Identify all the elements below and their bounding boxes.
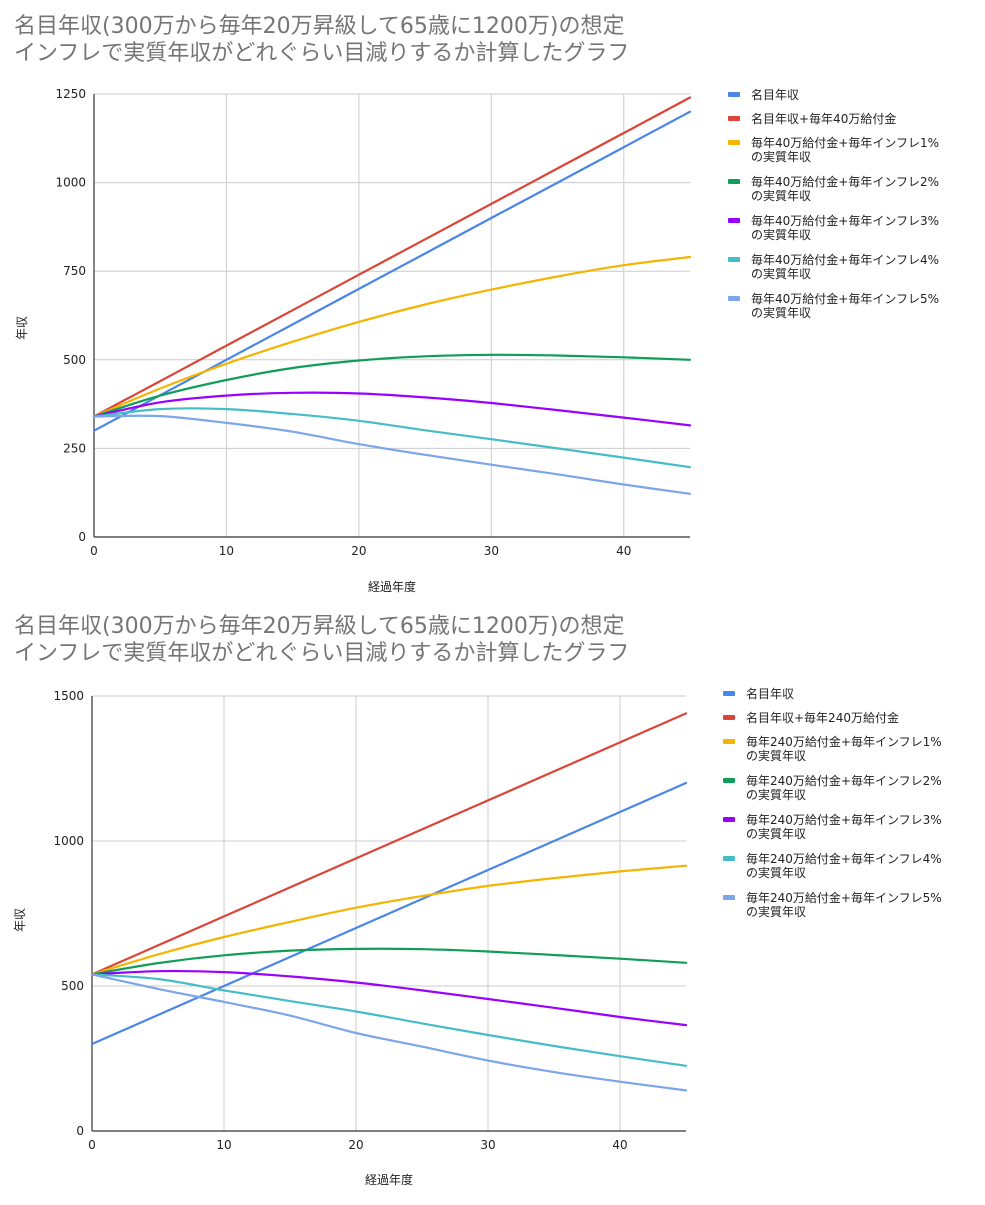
legend-label: 毎年240万給付金+毎年インフレ3% xyxy=(746,812,942,827)
series-line-4 xyxy=(92,353,692,418)
legend-label: の実質年収 xyxy=(751,149,811,164)
chart-panel-2: 名目年収(300万から毎年20万昇級して65歳に1200万)の想定 インフレで実質… xyxy=(0,605,985,1205)
legend-swatch xyxy=(728,140,740,145)
legend-label: の実質年収 xyxy=(746,748,806,763)
legend-label: 名目年収+毎年240万給付金 xyxy=(746,710,899,725)
chart-title-line-1: 名目年収(300万から毎年20万昇級して65歳に1200万)の想定 xyxy=(14,14,624,39)
legend-swatch xyxy=(723,895,735,900)
legend-label: 毎年240万給付金+毎年インフレ5% xyxy=(746,890,942,905)
series-line-1 xyxy=(90,781,688,1046)
legend-swatch xyxy=(728,92,740,97)
legend-label: の実質年収 xyxy=(751,227,811,242)
x-tick-label: 10 xyxy=(219,544,234,558)
legend-label: の実質年収 xyxy=(746,865,806,880)
x-tick-label: 10 xyxy=(216,1138,231,1152)
legend-label: 名目年収 xyxy=(746,686,794,701)
chart-1: 名目年収(300万から毎年20万昇級して65歳に1200万)の想定インフレで実質… xyxy=(14,14,939,594)
y-tick-label: 1000 xyxy=(55,176,86,190)
legend-label: 名目年収+毎年40万給付金 xyxy=(751,111,896,126)
legend-swatch xyxy=(723,856,735,861)
x-tick-label: 20 xyxy=(351,544,366,558)
chart-title-line-2: インフレで実質年収がどれぐらい目減りするか計算したグラフ xyxy=(14,641,629,666)
series-line-1 xyxy=(92,110,692,432)
x-tick-label: 0 xyxy=(88,1138,96,1152)
x-tick-label: 30 xyxy=(484,544,499,558)
series-line-3 xyxy=(90,864,688,976)
legend-label: の実質年収 xyxy=(751,305,811,320)
series-line-5 xyxy=(92,391,692,427)
chart-2: 名目年収(300万から毎年20万昇級して65歳に1200万)の想定インフレで実質… xyxy=(13,614,942,1187)
legend-label: の実質年収 xyxy=(746,787,806,802)
y-tick-label: 1250 xyxy=(55,87,86,101)
legend-label: の実質年収 xyxy=(751,266,811,281)
legend-swatch xyxy=(723,778,735,783)
legend-swatch xyxy=(728,257,740,262)
y-tick-label: 1000 xyxy=(53,834,84,848)
y-axis-title: 年収 xyxy=(15,316,29,340)
legend-label: 名目年収 xyxy=(751,87,799,102)
series-line-3 xyxy=(92,255,692,418)
legend-swatch xyxy=(723,817,735,822)
chart-title-line-1: 名目年収(300万から毎年20万昇級して65歳に1200万)の想定 xyxy=(14,614,624,639)
y-tick-label: 1500 xyxy=(53,689,84,703)
legend-label: 毎年40万給付金+毎年インフレ2% xyxy=(751,174,939,189)
chart-title-line-2: インフレで実質年収がどれぐらい目減りするか計算したグラフ xyxy=(14,41,629,66)
legend-label: 毎年240万給付金+毎年インフレ4% xyxy=(746,851,942,866)
y-tick-label: 250 xyxy=(63,441,86,455)
legend-swatch xyxy=(728,296,740,301)
series-line-6 xyxy=(92,407,692,469)
legend-label: 毎年40万給付金+毎年インフレ1% xyxy=(751,135,939,150)
x-axis-title: 経過年度 xyxy=(365,1172,413,1187)
legend-swatch xyxy=(728,218,740,223)
legend-swatch xyxy=(723,739,735,744)
y-axis-title: 年収 xyxy=(13,908,27,932)
x-axis-title: 経過年度 xyxy=(368,579,416,594)
y-tick-label: 0 xyxy=(78,530,86,544)
legend-label: 毎年240万給付金+毎年インフレ2% xyxy=(746,773,942,788)
legend-label: の実質年収 xyxy=(746,826,806,841)
series-line-6 xyxy=(90,973,688,1067)
series-line-5 xyxy=(90,969,688,1027)
x-tick-label: 0 xyxy=(90,544,98,558)
legend-label: 毎年40万給付金+毎年インフレ5% xyxy=(751,291,939,306)
chart-panel-1: 名目年収(300万から毎年20万昇級して65歳に1200万)の想定 インフレで実質… xyxy=(0,0,985,600)
x-tick-label: 30 xyxy=(480,1138,495,1152)
y-tick-label: 750 xyxy=(63,264,86,278)
legend-swatch xyxy=(728,116,740,121)
legend-swatch xyxy=(728,179,740,184)
legend-label: の実質年収 xyxy=(746,904,806,919)
series-line-7 xyxy=(92,414,692,495)
y-tick-label: 500 xyxy=(61,979,84,993)
legend-label: 毎年40万給付金+毎年インフレ4% xyxy=(751,252,939,267)
x-tick-label: 20 xyxy=(348,1138,363,1152)
legend-swatch xyxy=(723,691,735,696)
x-tick-label: 40 xyxy=(616,544,631,558)
legend-swatch xyxy=(723,715,735,720)
series-line-4 xyxy=(90,947,688,976)
legend-label: の実質年収 xyxy=(751,188,811,203)
legend-label: 毎年40万給付金+毎年インフレ3% xyxy=(751,213,939,228)
legend-label: 毎年240万給付金+毎年インフレ1% xyxy=(746,734,942,749)
x-tick-label: 40 xyxy=(612,1138,627,1152)
series-line-2 xyxy=(92,96,692,418)
series-line-7 xyxy=(90,973,688,1092)
y-tick-label: 0 xyxy=(76,1124,84,1138)
series-line-2 xyxy=(90,712,688,976)
y-tick-label: 500 xyxy=(63,353,86,367)
